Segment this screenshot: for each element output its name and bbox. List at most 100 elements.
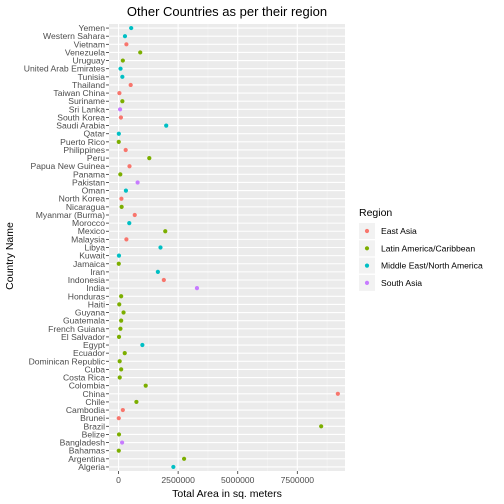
y-tick-label: Oman [82,186,106,196]
y-tick-label: Guatemala [63,316,105,326]
data-point [335,391,340,396]
data-point [119,196,124,201]
y-tick-label: Uruguay [73,56,106,66]
data-point [117,302,122,307]
data-point [319,424,324,429]
y-tick-label: Cuba [84,364,105,374]
y-axis-title: Country Name [4,222,16,290]
y-tick-label: Colombia [69,381,106,391]
y-tick-label: Papua New Guinea [30,161,105,171]
data-point [116,416,121,421]
y-tick-label: Bahamas [69,446,105,456]
y-tick-label: Guyana [75,308,105,318]
y-tick-label: Chile [85,397,105,407]
legend-swatch [364,263,370,268]
y-tick-label: Saudi Arabia [56,121,105,131]
data-point [120,407,125,413]
y-tick-label: Malaysia [71,234,105,244]
data-point [140,342,145,348]
data-point [120,440,125,445]
data-point [119,204,124,209]
data-point [181,456,187,461]
legend-label: East Asia [381,226,417,236]
data-point [120,58,125,63]
y-tick-label: Dominican Republic [29,356,106,366]
data-point [158,245,163,250]
legend-swatch [364,280,370,285]
y-tick-label: Morocco [72,218,105,228]
data-point [119,294,124,299]
y-tick-label: Brazil [84,421,106,431]
data-point [120,99,125,104]
data-points [116,25,340,470]
legend-label: Middle East/North America [381,261,483,271]
data-point [171,464,176,470]
data-point [117,375,122,380]
data-point [143,383,148,388]
data-point [122,34,128,39]
y-tick-label: Taiwan China [53,88,105,98]
y-tick-label: Iran [90,267,105,277]
y-axis-ticks: AlgeriaArgentinaBahamasBangladeshBelizeB… [24,23,109,472]
data-point [118,66,123,71]
legend-swatch [364,246,370,251]
data-point [129,25,134,31]
y-tick-label: Western Sahara [43,31,105,41]
data-point [117,107,123,112]
data-point [147,156,152,161]
data-point [132,212,137,218]
data-point [116,334,122,339]
y-tick-label: Philippines [63,145,105,155]
data-point [127,221,132,226]
data-point [124,237,129,242]
data-point [121,310,126,315]
y-tick-label: Puerto Rico [60,137,105,147]
y-tick-label: United Arab Emirates [24,64,105,74]
y-tick-label: Ecuador [73,348,105,358]
y-tick-label: Jamaica [73,259,105,269]
legend-label: Latin America/Caribbean [381,243,475,253]
data-point [118,115,124,120]
x-axis-title: Total Area in sq. meters [172,488,282,500]
y-tick-label: Qatar [84,129,106,139]
y-tick-label: Yemen [79,23,106,33]
x-tick-label: 7500000 [281,475,315,485]
legend-label: South Asia [381,278,422,288]
data-point [117,90,122,96]
legend-swatch [364,228,370,234]
data-point [127,164,132,169]
y-tick-label: Libya [84,243,105,253]
x-axis-ticks: 0 2500000 5000000 7500000 [116,471,314,485]
data-point [118,326,123,331]
y-tick-label: Brunei [80,413,105,423]
y-tick-label: Vietnam [74,39,105,49]
legend-title: Region [359,207,392,219]
data-point [117,359,122,364]
data-point [116,131,121,136]
y-tick-label: Egypt [83,340,106,350]
data-point [134,399,139,405]
x-tick-label: 0 [116,475,121,485]
data-point [163,229,168,234]
y-tick-label: Thailand [72,80,105,90]
y-tick-label: Peru [87,153,105,163]
y-tick-label: Bangladesh [60,438,106,448]
y-tick-label: Algeria [78,462,105,472]
y-tick-label: Kuwait [79,251,105,261]
data-point [116,432,122,437]
data-point [155,269,160,274]
y-tick-label: Cambodia [66,405,105,415]
y-tick-label: Argentina [68,454,105,464]
y-tick-label: Costa Rica [63,373,105,383]
y-tick-label: Mexico [78,226,105,236]
data-point [119,367,124,372]
data-point [124,42,129,47]
data-point [123,147,128,153]
y-tick-label: Pakistan [72,177,105,187]
data-point [194,286,200,291]
y-tick-label: Sri Lanka [69,104,106,114]
y-tick-label: Myanmar (Burma) [36,210,105,220]
x-tick-label: 2500000 [161,475,195,485]
data-point [128,82,133,88]
